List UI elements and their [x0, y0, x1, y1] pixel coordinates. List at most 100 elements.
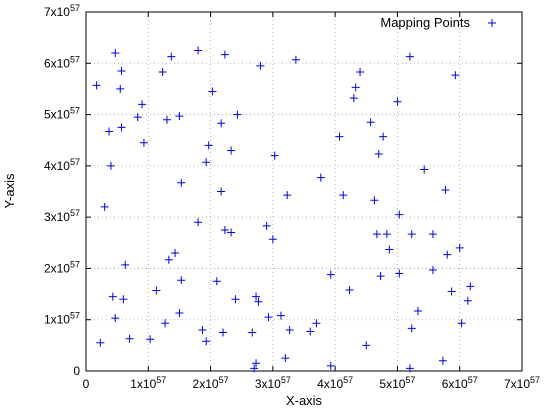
data-point: [407, 324, 416, 333]
data-point: [264, 313, 273, 322]
legend-marker: [488, 19, 496, 27]
data-point: [413, 306, 422, 315]
data-point: [100, 202, 109, 211]
legend: Mapping Points: [380, 15, 496, 30]
x-tick-label: 3x1057: [255, 375, 291, 391]
data-points: [92, 46, 475, 373]
data-point: [463, 296, 472, 305]
data-point: [370, 196, 379, 205]
x-tick-label: 6x1057: [442, 375, 478, 391]
y-tick-label: 5x1057: [44, 106, 80, 122]
data-point: [428, 230, 437, 239]
x-tick-label: 7x1057: [504, 375, 540, 391]
data-point: [96, 338, 105, 347]
y-tick-label: 1x1057: [44, 311, 80, 327]
x-axis-label: X-axis: [286, 393, 323, 408]
data-point: [466, 282, 475, 291]
data-point: [268, 235, 277, 244]
data-point: [152, 286, 161, 295]
data-point: [351, 83, 360, 92]
data-point: [106, 161, 115, 170]
y-axis-label: Y-axis: [2, 173, 17, 208]
data-point: [171, 249, 180, 258]
data-point: [447, 287, 456, 296]
data-point: [175, 112, 184, 121]
y-tick-label: 3x1057: [44, 208, 80, 224]
y-tick-label: 0: [73, 364, 80, 378]
data-point: [270, 151, 279, 160]
y-tick-label: 2x1057: [44, 259, 80, 275]
data-point: [376, 272, 385, 281]
data-point: [306, 327, 315, 336]
data-point: [281, 354, 290, 363]
data-point: [111, 314, 120, 323]
data-point: [254, 297, 263, 306]
data-point: [162, 115, 171, 124]
data-point: [108, 292, 117, 301]
data-point: [198, 325, 207, 334]
x-tick-label: 4x1057: [317, 375, 353, 391]
data-point: [349, 94, 358, 103]
data-point: [379, 132, 388, 141]
data-point: [457, 319, 466, 328]
x-tick-label: 0: [83, 377, 90, 391]
data-point: [202, 158, 211, 167]
data-point: [204, 141, 213, 150]
x-tick-label: 5x1057: [379, 375, 415, 391]
data-point: [312, 319, 321, 328]
data-point: [326, 270, 335, 279]
data-point: [121, 260, 130, 269]
data-point: [119, 295, 128, 304]
y-tick-labels: 0 1x1057 2x1057 3x1057 4x1057 5x1057 6x1057 7x1…: [44, 3, 80, 378]
legend-label: Mapping Points: [380, 15, 470, 30]
data-point: [335, 132, 344, 141]
data-point: [441, 185, 450, 194]
data-point: [125, 334, 134, 343]
data-point: [92, 81, 101, 90]
data-point: [405, 52, 414, 61]
data-point: [393, 97, 402, 106]
y-tick-label: 6x1057: [44, 54, 80, 70]
data-point: [212, 277, 221, 286]
data-point: [455, 243, 464, 252]
data-point: [252, 292, 261, 301]
data-point: [227, 228, 236, 237]
data-point: [407, 230, 416, 239]
data-point: [395, 210, 404, 219]
data-point: [220, 50, 229, 59]
data-point: [227, 146, 236, 155]
data-point: [291, 55, 300, 64]
grid-lines: [86, 12, 522, 371]
data-point: [262, 221, 271, 230]
data-point: [175, 309, 184, 318]
plot-frame: [85, 11, 523, 372]
axis-ticks: [85, 11, 523, 372]
data-point: [316, 173, 325, 182]
data-point: [158, 68, 167, 77]
data-point: [194, 46, 203, 55]
data-point: [356, 68, 365, 77]
x-tick-label: 1x1057: [130, 375, 166, 391]
data-point: [405, 364, 414, 373]
x-tick-labels: 0 1x1057 2x1057 3x1057 4x1057 5x1057 6x1057 7x1…: [83, 375, 540, 391]
data-point: [139, 138, 148, 147]
data-point: [116, 84, 125, 93]
data-point: [374, 150, 383, 159]
data-point: [105, 127, 114, 136]
data-point: [138, 100, 147, 109]
data-point: [208, 87, 217, 96]
y-tick-label: 4x1057: [44, 157, 80, 173]
data-point: [111, 49, 120, 58]
data-point: [451, 71, 460, 80]
data-point: [443, 250, 452, 259]
data-point: [283, 191, 292, 200]
data-point: [372, 230, 381, 239]
data-point: [256, 61, 265, 70]
data-point: [161, 319, 170, 328]
data-point: [194, 218, 203, 227]
data-point: [250, 364, 259, 373]
data-point: [167, 52, 176, 61]
data-point: [366, 118, 375, 127]
data-point: [117, 66, 126, 75]
